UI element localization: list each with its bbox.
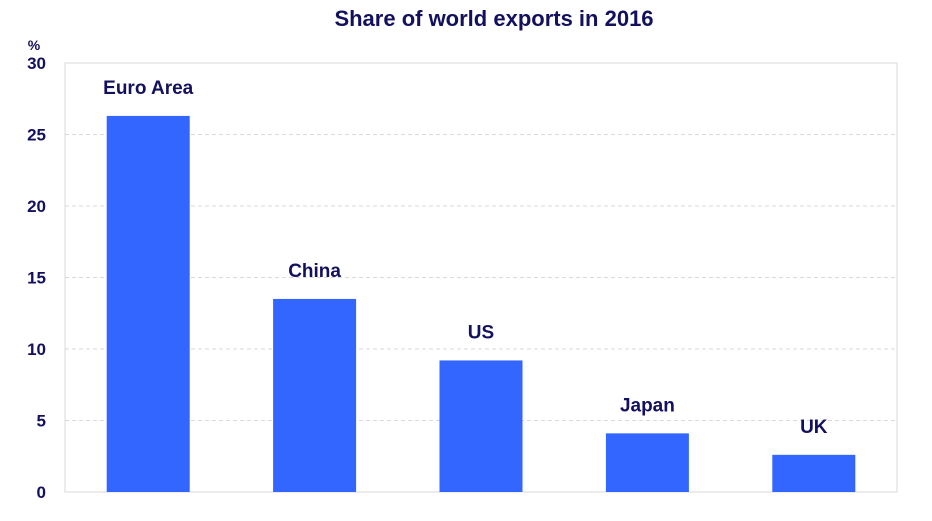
- y-axis-unit-label: %: [28, 37, 41, 53]
- y-tick-label: 15: [27, 269, 46, 288]
- y-tick-label: 25: [27, 126, 46, 145]
- y-tick-label: 30: [27, 54, 46, 73]
- bar-category-label: Euro Area: [103, 78, 194, 99]
- chart-title: Share of world exports in 2016: [334, 6, 653, 31]
- bar-category-label: Japan: [620, 395, 675, 416]
- y-tick-label: 10: [27, 340, 46, 359]
- y-tick-label: 0: [37, 483, 46, 502]
- bar: [439, 360, 523, 492]
- y-axis-ticks: 0 5 10 15 20 25 30: [27, 54, 46, 502]
- bar-category-label: China: [288, 261, 341, 282]
- bar: [605, 433, 689, 492]
- bar: [273, 298, 357, 492]
- bar-labels: Euro Area China US Japan UK: [103, 78, 828, 438]
- bars: [106, 115, 856, 492]
- bar: [106, 115, 190, 492]
- bar: [772, 454, 856, 492]
- bar-category-label: UK: [800, 417, 828, 438]
- y-tick-label: 5: [37, 412, 46, 431]
- y-tick-label: 20: [27, 197, 46, 216]
- bar-category-label: US: [468, 322, 494, 343]
